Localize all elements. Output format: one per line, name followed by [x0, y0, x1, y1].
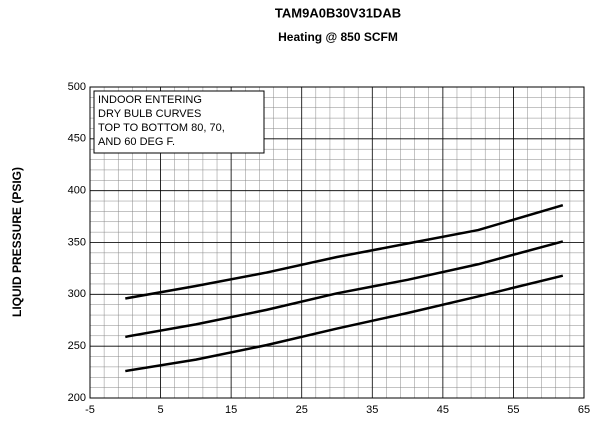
y-tick-label: 500 — [68, 81, 86, 93]
y-tick-label: 400 — [68, 185, 86, 197]
chart-title: TAM9A0B30V31DAB — [275, 5, 401, 20]
annotation-box — [93, 90, 265, 154]
x-tick-label: 25 — [296, 404, 308, 416]
x-tick-label: 35 — [366, 404, 378, 416]
x-tick-label: 15 — [225, 404, 237, 416]
x-tick-label: 5 — [158, 404, 164, 416]
y-tick-label: 450 — [68, 133, 86, 145]
annotation-text: TOP TO BOTTOM 80, 70, — [98, 122, 225, 134]
x-tick-label: -5 — [85, 404, 95, 416]
y-axis-label: LIQUID PRESSURE (PSIG) — [10, 167, 24, 317]
y-tick-label: 250 — [68, 340, 86, 352]
y-tick-label: 200 — [68, 392, 86, 404]
x-tick-label: 65 — [578, 404, 590, 416]
x-tick-label: 45 — [437, 404, 449, 416]
x-tick-label: 55 — [507, 404, 519, 416]
plot-frame — [89, 86, 585, 399]
data-line — [125, 274, 564, 373]
annotation-text: AND 60 DEG F. — [98, 136, 175, 148]
y-tick-label: 350 — [68, 236, 86, 248]
y-tick-label: 300 — [68, 288, 86, 300]
data-line — [125, 203, 564, 300]
annotation-text: DRY BULB CURVES — [98, 108, 201, 120]
chart-subtitle: Heating @ 850 SCFM — [278, 30, 398, 44]
annotation-text: INDOOR ENTERING — [98, 94, 202, 106]
data-line — [125, 240, 564, 339]
